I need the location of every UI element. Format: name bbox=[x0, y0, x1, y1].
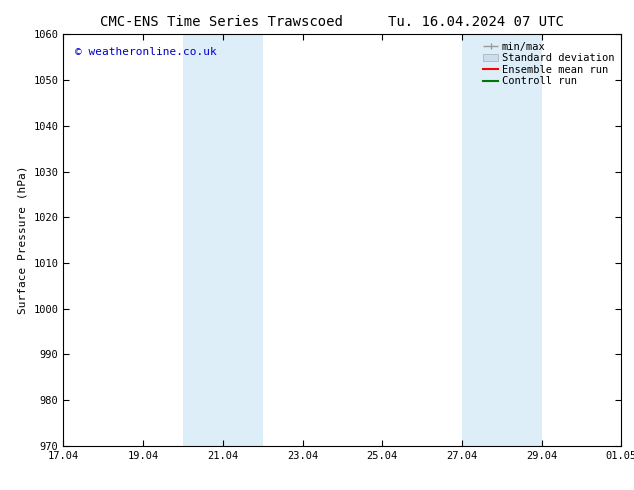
Legend: min/max, Standard deviation, Ensemble mean run, Controll run: min/max, Standard deviation, Ensemble me… bbox=[481, 40, 616, 88]
Text: © weatheronline.co.uk: © weatheronline.co.uk bbox=[75, 47, 216, 57]
Text: CMC-ENS Time Series Trawscoed: CMC-ENS Time Series Trawscoed bbox=[100, 15, 344, 29]
Text: Tu. 16.04.2024 07 UTC: Tu. 16.04.2024 07 UTC bbox=[387, 15, 564, 29]
Y-axis label: Surface Pressure (hPa): Surface Pressure (hPa) bbox=[18, 166, 28, 315]
Bar bbox=[462, 34, 541, 446]
Bar bbox=[183, 34, 262, 446]
